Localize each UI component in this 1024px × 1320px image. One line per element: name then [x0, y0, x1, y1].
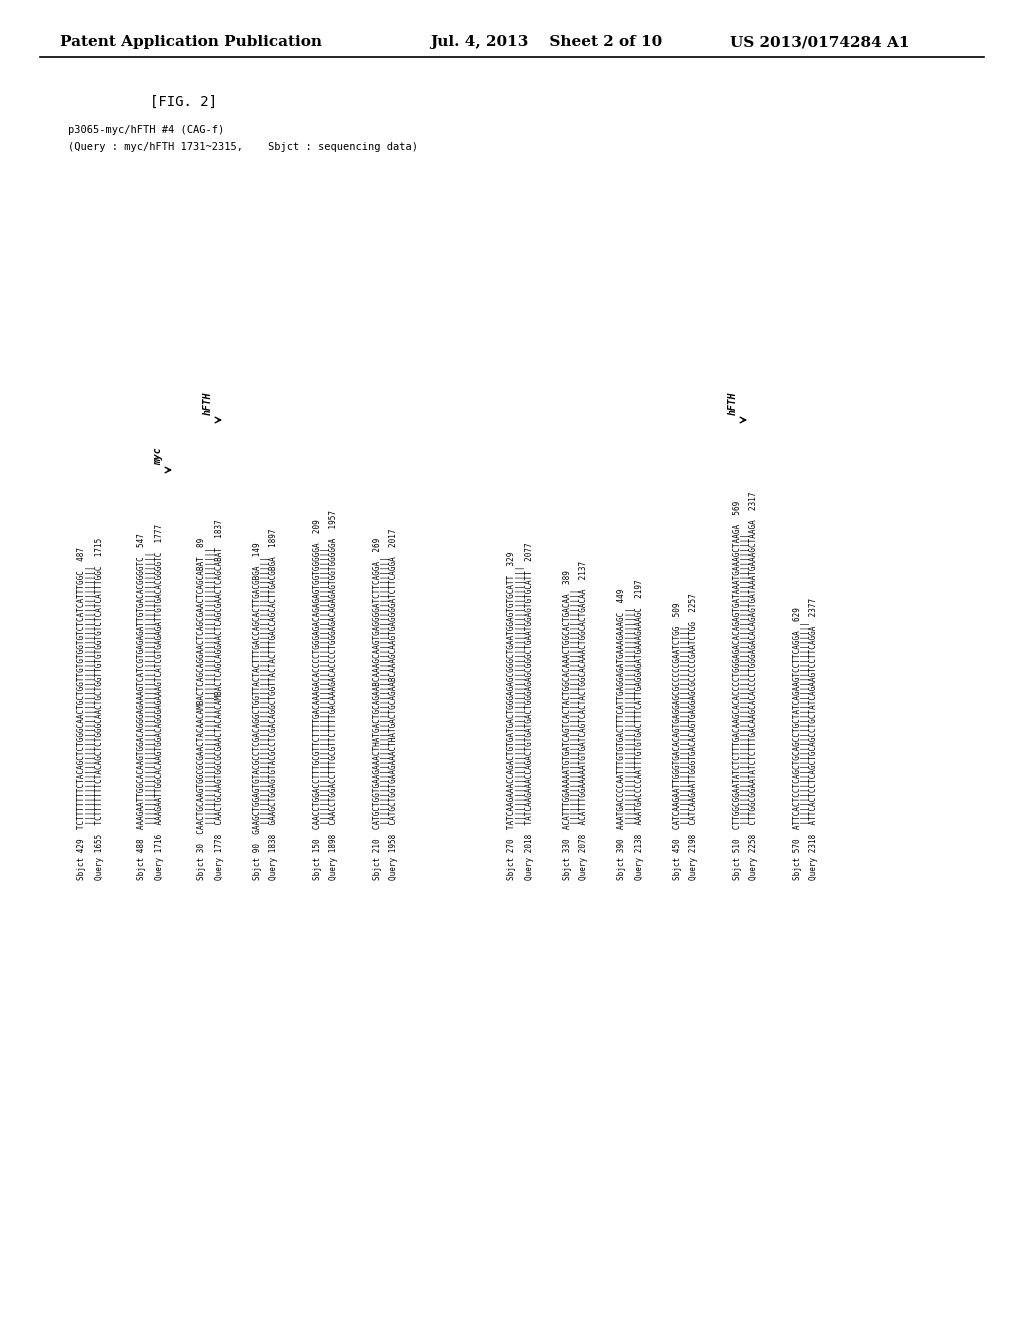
- Text: Query 1898  CAACCTGGACCTTTGCGTTCTTTTGACAAAGACACCCCTGGGAGACAGAGAGTGGTGGGGGA  1957: Query 1898 CAACCTGGACCTTTGCGTTCTTTTGACAA…: [330, 510, 339, 880]
- Text: ||||||||||||||||||||||||||||||||||||||||||||||||||||||||||: ||||||||||||||||||||||||||||||||||||||||…: [381, 556, 390, 880]
- Text: Jul. 4, 2013    Sheet 2 of 10: Jul. 4, 2013 Sheet 2 of 10: [430, 36, 663, 49]
- Text: p3065-myc/hFTH #4 (CAG-f): p3065-myc/hFTH #4 (CAG-f): [68, 125, 224, 135]
- Text: Sbjct 488  AAAGAATTGGCACAAGTGGACAGGGAGAAAGTCATCGTGAGAGATTGTGACACGGGGTC  547: Sbjct 488 AAAGAATTGGCACAAGTGGACAGGGAGAAA…: [137, 533, 146, 880]
- Text: |||||||||||||||||||||||||||||||||||||||||||||||||||||||||||||||: ||||||||||||||||||||||||||||||||||||||||…: [741, 533, 750, 880]
- Text: Query 2018  TATCAAGAAACCAGACTGTGATGACTGGGAGAGCGGGCTGAATGGAGTGTGCATT  2077: Query 2018 TATCAAGAAACCAGACTGTGATGACTGGG…: [524, 543, 534, 880]
- Text: myc: myc: [153, 447, 163, 465]
- Text: ||||||||||||||||||||||||||||||||||||||||||||||||||||||||: ||||||||||||||||||||||||||||||||||||||||…: [516, 565, 525, 880]
- Text: ||||||||||||||||||||||||||||||||||||||||||||||||||||||||||||: ||||||||||||||||||||||||||||||||||||||||…: [206, 546, 215, 880]
- Text: hFTH: hFTH: [728, 392, 738, 414]
- Text: |||||||||||||||||||||||||||||||||||||||||||||||: ||||||||||||||||||||||||||||||||||||||||…: [626, 607, 635, 880]
- Text: Sbjct 30  CAACTGCAAGTGGCGCGAACTACAACAMBACTCAGCAGGAACTCAGCGAACTCAGCABAT  89: Sbjct 30 CAACTGCAAGTGGCGCGAACTACAACAMBAC…: [198, 537, 207, 880]
- Text: Query 2258  CTTGGCGGAATATCTCTTTGACAAGCACACCCCTGGGAGACACAGAGTGATAAATGAAAGCTAAGA  : Query 2258 CTTGGCGGAATATCTCTTTGACAAGCACA…: [750, 491, 759, 880]
- Text: Sbjct 210  CATGCTGGTGAAGAAACTHATGACTGCAGAABCAAAGCAAGTGAGGGGATCTTCAGGA  269: Sbjct 210 CATGCTGGTGAAGAAACTHATGACTGCAGA…: [373, 537, 382, 880]
- Text: Sbjct 570  ATTCACTCCTCAGCTGCAGCCTGCTATCAGAAGTCCTTCAGGA  629: Sbjct 570 ATTCACTCCTCAGCTGCAGCCTGCTATCAG…: [793, 607, 802, 880]
- Text: hFTH: hFTH: [203, 392, 213, 414]
- Text: |||||||||||||||||||||||||||||||||||||||||||||||||||||||||||: ||||||||||||||||||||||||||||||||||||||||…: [146, 552, 155, 880]
- Text: Sbjct 429  TCTTTTTTTCTACAGCTCTGGGCAACTGCTGGTTGTGTGGTGTCTCATCATTTGGC  487: Sbjct 429 TCTTTTTTTCTACAGCTCTGGGCAACTGCT…: [78, 546, 86, 880]
- Text: Query 2318  ATTCACTCCTCAGCTGCAGCCTGCTATCAGAAGTCCTTCAGGA  2377: Query 2318 ATTCACTCCTCAGCTGCAGCCTGCTATCA…: [810, 598, 818, 880]
- Text: Query 1778  CAACTGCAAGTGGCGCGAACTACAACAMBACTCAGCAGGAACTCAGCGAACTCAGCABAT  1837: Query 1778 CAACTGCAAGTGGCGCGAACTACAACAMB…: [214, 519, 223, 880]
- Text: Sbjct 90  GAAGCTGGAGTGTACGCCTCGACAGGCTGGTTACTACTTTGACCAGCACTTGACGBGA  149: Sbjct 90 GAAGCTGGAGTGTACGCCTCGACAGGCTGGT…: [253, 543, 261, 880]
- Text: ||||||||||||||||||||||||||||||||||||||||||||||||||||||||||||: ||||||||||||||||||||||||||||||||||||||||…: [321, 546, 330, 880]
- Text: Sbjct 270  TATCAAGAAACCAGACTGTGATGACTGGGAGAGCGGGCTGAATGGAGTGTGCATT  329: Sbjct 270 TATCAAGAAACCAGACTGTGATGACTGGGA…: [508, 552, 516, 880]
- Text: ||||||||||||||||||||||||||||||||||||||||||||||||||||||||||: ||||||||||||||||||||||||||||||||||||||||…: [261, 556, 270, 880]
- Text: Query 2198  CATCAAGAATTGGGTGACACAGTGAGGAGCGCCCCCGAATCTGG  2257: Query 2198 CATCAAGAATTGGGTGACACAGTGAGGAG…: [689, 593, 698, 880]
- Text: ||||||||||||||||||||||||||||||||||||||||||||: ||||||||||||||||||||||||||||||||||||||||…: [801, 620, 810, 880]
- Text: (Query : myc/hFTH 1731~2315,    Sbjct : sequencing data): (Query : myc/hFTH 1731~2315, Sbjct : seq…: [68, 143, 418, 152]
- Text: Patent Application Publication: Patent Application Publication: [60, 36, 322, 49]
- Text: Query 1716  AAAGAATTGGCACAAGTGGACAGGGAGAAAGTCATCGTGAGAGATTGTGACACGGGGTC  1777: Query 1716 AAAGAATTGGCACAAGTGGACAGGGAGAA…: [155, 524, 164, 880]
- Text: Query 2138  AAATGACCCCAATTTGTGTGACTTTCATTGAGGAGATGAAAGAAAGC  2197: Query 2138 AAATGACCCCAATTTGTGTGACTTTCATT…: [635, 579, 643, 880]
- Text: [FIG. 2]: [FIG. 2]: [150, 95, 217, 110]
- Text: Query 2078  ACATTTGGAAAAATGTGATCAGTCACTACTGGCACAAACTGGCACTGACAA  2137: Query 2078 ACATTTGGAAAAATGTGATCAGTCACTAC…: [580, 561, 589, 880]
- Text: ||||||||||||||||||||||||||||||||||||||||||||||||||||||||: ||||||||||||||||||||||||||||||||||||||||…: [86, 565, 95, 880]
- Text: Sbjct 330  ACATTTGGAAAAATGTGATCAGTCACTACTGGCACAAACTGGCACTGACAA  389: Sbjct 330 ACATTTGGAAAAATGTGATCAGTCACTACT…: [562, 570, 571, 880]
- Text: Sbjct 450  CATCAAGAATTGGGTGACACAGTGAGGAGCGCCCCCGAATCTGG  509: Sbjct 450 CATCAAGAATTGGGTGACACAGTGAGGAGC…: [673, 602, 682, 880]
- Text: US 2013/0174284 A1: US 2013/0174284 A1: [730, 36, 909, 49]
- Text: Sbjct 390  AAATGACCCCAATTTGTGTGACTTTCATTGAGGAGATGAAAGAAAGC  449: Sbjct 390 AAATGACCCCAATTTGTGTGACTTTCATTG…: [617, 589, 627, 880]
- Text: Query 1958  CATGCTGGTGAAGAAACTHATGACTGCAGAABCAAAGCAAGTGAGGGGATCTTCAGGA  2017: Query 1958 CATGCTGGTGAAGAAACTHATGACTGCAG…: [389, 528, 398, 880]
- Text: Sbjct 150  CAACCTGGACCTTTGCGTTCTTTTGACAAAGACACCCCTGGGAGACAGAGAGTGGTGGGGGA  209: Sbjct 150 CAACCTGGACCTTTGCGTTCTTTTGACAAA…: [312, 519, 322, 880]
- Text: |||||||||||||||||||||||||||||||||||||||||||: ||||||||||||||||||||||||||||||||||||||||…: [681, 626, 690, 880]
- Text: Query 1655  TCTTTTTTTCTACAGCTCTGGGCAACTGCTGGTTGTGTGGTGTCTCATCATTTGGC  1715: Query 1655 TCTTTTTTTCTACAGCTCTGGGCAACTGC…: [94, 537, 103, 880]
- Text: Sbjct 510  CTTGGCGGAATATCTCTTTGACAAGCACACCCCTGGGAGACACAGAGTGATAAATGAAAGCTAAGA  5: Sbjct 510 CTTGGCGGAATATCTCTTTGACAAGCACAC…: [732, 500, 741, 880]
- Text: |||||||||||||||||||||||||||||||||||||||||||||||||||: ||||||||||||||||||||||||||||||||||||||||…: [571, 589, 580, 880]
- Text: Query 1838  GAAGCTGGAGTGTACGCCTCGACAGGCTGGTTACTACTTTGACCAGCACTTGACGBGA  1897: Query 1838 GAAGCTGGAGTGTACGCCTCGACAGGCTG…: [269, 528, 279, 880]
